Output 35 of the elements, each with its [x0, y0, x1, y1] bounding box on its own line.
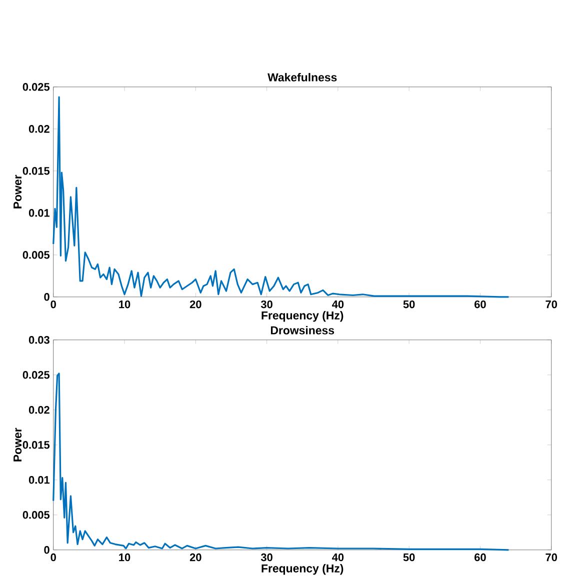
y-axis-title: Power — [14, 174, 22, 208]
x-tick-label: 40 — [332, 300, 344, 308]
y-tick-label: 0.02 — [28, 125, 50, 133]
y-tick-label: 0.025 — [22, 371, 50, 379]
x-tick-label: 50 — [403, 553, 415, 562]
y-tick-label: 0.03 — [28, 336, 50, 344]
x-tick-label: 40 — [332, 553, 344, 562]
x-axis-title: Frequency (Hz) — [262, 311, 344, 322]
x-tick-label: 10 — [119, 300, 130, 308]
y-tick-label: 0.005 — [22, 511, 50, 519]
y-tick-label: 0.015 — [22, 167, 50, 175]
x-tick-label: 50 — [403, 300, 415, 308]
x-tick-label: 10 — [119, 553, 130, 562]
y-tick-label: 0.025 — [22, 83, 50, 91]
y-tick-label: 0.02 — [28, 406, 50, 414]
x-tick-label: 60 — [474, 553, 486, 562]
y-tick-label: 0 — [44, 546, 50, 554]
x-tick-label: 0 — [50, 553, 56, 562]
y-tick-label: 0.015 — [22, 441, 50, 449]
x-tick-label: 60 — [474, 300, 486, 308]
x-axis-title: Frequency (Hz) — [262, 564, 344, 575]
y-tick-label: 0 — [44, 293, 50, 301]
x-tick-label: 70 — [546, 553, 557, 562]
x-tick-label: 30 — [260, 553, 272, 562]
y-axis-title: Power — [14, 428, 22, 462]
y-tick-label: 0.01 — [28, 209, 50, 217]
x-tick-label: 30 — [260, 300, 272, 308]
x-tick-label: 70 — [546, 300, 557, 308]
y-tick-label: 0.005 — [22, 251, 50, 259]
x-tick-label: 0 — [50, 300, 56, 308]
chart-title: Drowsiness — [270, 326, 334, 334]
chart-title: Wakefulness — [268, 73, 337, 82]
x-tick-label: 20 — [190, 300, 202, 308]
x-tick-label: 20 — [190, 553, 202, 562]
y-tick-label: 0.01 — [28, 476, 50, 484]
